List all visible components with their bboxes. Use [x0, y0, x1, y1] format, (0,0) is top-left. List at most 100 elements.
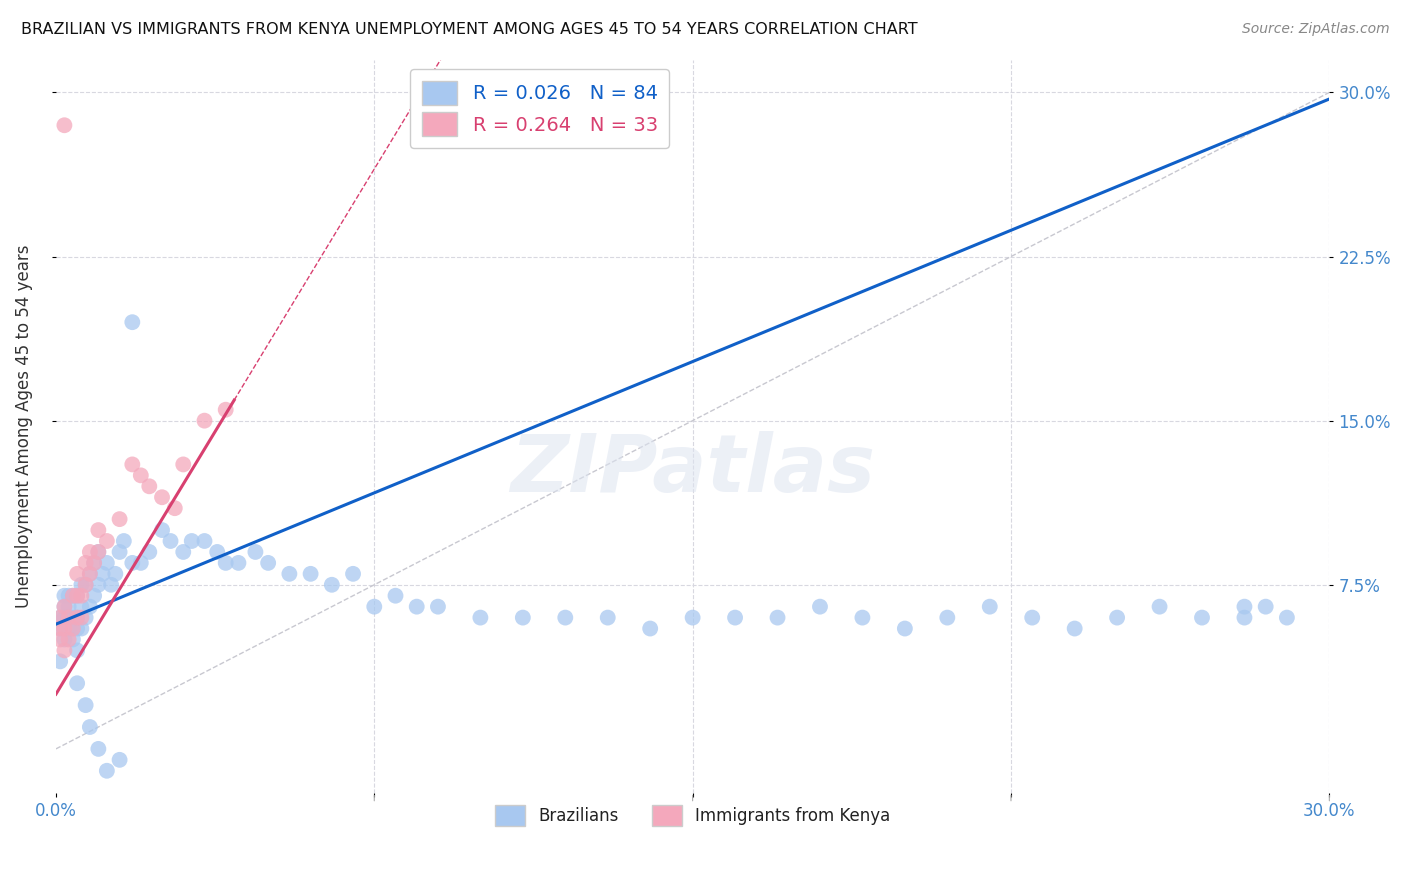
Point — [470, 610, 492, 624]
Point — [1107, 610, 1129, 624]
Point — [1021, 610, 1043, 624]
Point — [53, 599, 76, 614]
Point — [75, 698, 97, 712]
Point — [66, 589, 89, 603]
Point — [49, 654, 72, 668]
Point — [979, 599, 1001, 614]
Point — [87, 523, 110, 537]
Point — [96, 534, 118, 549]
Point — [100, 578, 122, 592]
Point — [87, 578, 110, 592]
Point — [321, 578, 343, 592]
Point — [91, 566, 114, 581]
Point — [58, 599, 80, 614]
Point — [1233, 599, 1256, 614]
Point — [278, 566, 301, 581]
Point — [851, 610, 873, 624]
Point — [193, 534, 215, 549]
Point — [49, 610, 72, 624]
Point — [193, 414, 215, 428]
Point — [121, 556, 143, 570]
Point — [596, 610, 619, 624]
Point — [70, 599, 93, 614]
Point — [1275, 610, 1298, 624]
Point — [112, 534, 135, 549]
Text: ZIPatlas: ZIPatlas — [510, 431, 875, 509]
Point — [58, 610, 80, 624]
Point — [53, 599, 76, 614]
Point — [75, 556, 97, 570]
Point — [75, 578, 97, 592]
Point — [104, 566, 127, 581]
Point — [163, 501, 186, 516]
Point — [766, 610, 789, 624]
Point — [87, 742, 110, 756]
Point — [1233, 610, 1256, 624]
Point — [1191, 610, 1213, 624]
Point — [512, 610, 534, 624]
Point — [121, 315, 143, 329]
Point — [70, 610, 93, 624]
Point — [58, 632, 80, 647]
Point — [75, 610, 97, 624]
Point — [87, 545, 110, 559]
Point — [138, 479, 160, 493]
Point — [66, 676, 89, 690]
Point — [49, 622, 72, 636]
Point — [363, 599, 385, 614]
Legend: Brazilians, Immigrants from Kenya: Brazilians, Immigrants from Kenya — [485, 796, 900, 836]
Point — [96, 764, 118, 778]
Point — [172, 545, 194, 559]
Point — [70, 578, 93, 592]
Point — [205, 545, 228, 559]
Point — [215, 402, 238, 417]
Point — [554, 610, 576, 624]
Point — [53, 643, 76, 657]
Point — [638, 622, 661, 636]
Point — [53, 610, 76, 624]
Point — [66, 566, 89, 581]
Point — [66, 610, 89, 624]
Point — [62, 589, 84, 603]
Point — [58, 622, 80, 636]
Point — [79, 720, 101, 734]
Point — [53, 622, 76, 636]
Point — [66, 643, 89, 657]
Point — [79, 566, 101, 581]
Point — [66, 589, 89, 603]
Point — [215, 556, 238, 570]
Point — [228, 556, 250, 570]
Point — [426, 599, 449, 614]
Point — [87, 545, 110, 559]
Point — [66, 622, 89, 636]
Point — [936, 610, 959, 624]
Point — [150, 523, 173, 537]
Point — [108, 545, 131, 559]
Point — [384, 589, 406, 603]
Point — [83, 556, 105, 570]
Point — [62, 589, 84, 603]
Point — [49, 622, 72, 636]
Y-axis label: Unemployment Among Ages 45 to 54 years: Unemployment Among Ages 45 to 54 years — [15, 244, 32, 607]
Point — [682, 610, 704, 624]
Point — [138, 545, 160, 559]
Point — [79, 545, 101, 559]
Point — [342, 566, 364, 581]
Text: Source: ZipAtlas.com: Source: ZipAtlas.com — [1241, 22, 1389, 37]
Text: BRAZILIAN VS IMMIGRANTS FROM KENYA UNEMPLOYMENT AMONG AGES 45 TO 54 YEARS CORREL: BRAZILIAN VS IMMIGRANTS FROM KENYA UNEMP… — [21, 22, 918, 37]
Point — [70, 622, 93, 636]
Point — [70, 589, 93, 603]
Point — [172, 458, 194, 472]
Point — [79, 599, 101, 614]
Point — [405, 599, 427, 614]
Point — [724, 610, 747, 624]
Point — [75, 578, 97, 592]
Point — [66, 610, 89, 624]
Point — [83, 556, 105, 570]
Point — [49, 632, 72, 647]
Point — [108, 512, 131, 526]
Point — [299, 566, 322, 581]
Point — [49, 610, 72, 624]
Point — [150, 490, 173, 504]
Point — [180, 534, 202, 549]
